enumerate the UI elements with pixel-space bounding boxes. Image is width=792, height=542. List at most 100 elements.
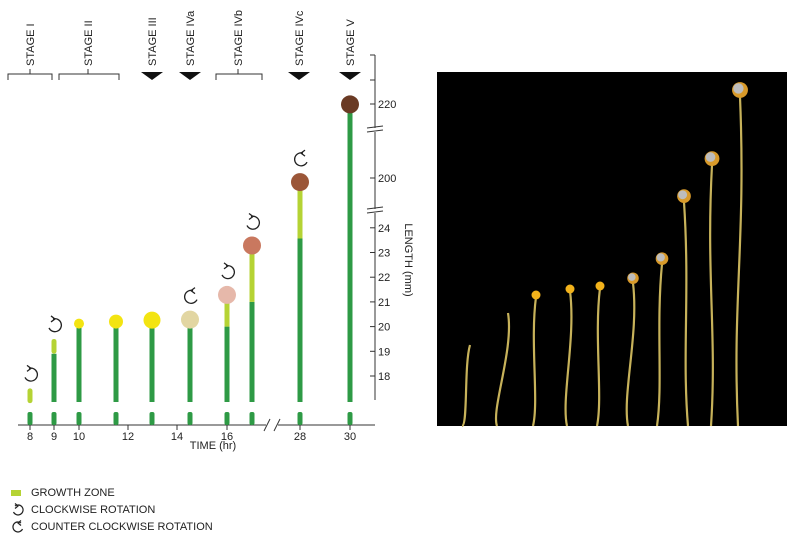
x-tick-label: 12 (122, 431, 134, 443)
x-tick-label: 16 (221, 431, 233, 443)
stalk-base (27, 412, 33, 425)
y-tick-label: 24 (378, 223, 390, 235)
y-tick-label: 22 (378, 272, 390, 284)
y-tick-label: 200 (378, 173, 396, 185)
clockwise-rotation-icon (24, 364, 38, 382)
legend: GROWTH ZONE CLOCKWISE ROTATION COUNTER C… (10, 484, 213, 535)
legend-growth-zone-label: GROWTH ZONE (31, 486, 115, 499)
stalk (347, 111, 353, 403)
growth-zone (27, 388, 33, 404)
growth-zone-swatch-icon (11, 489, 21, 496)
x-axis-break-gap (266, 420, 278, 430)
sporangiophore (27, 388, 33, 425)
stalk-base (149, 412, 155, 425)
y-axis-label: LENGTH (mm) (402, 223, 414, 296)
sporangiophore (109, 314, 123, 425)
y-axis-break-mark (366, 206, 384, 210)
legend-counter-clockwise: COUNTER CLOCKWISE ROTATION (10, 518, 213, 535)
stalk-base (347, 412, 353, 425)
y-axis-break-gap (369, 128, 381, 132)
stalk (224, 326, 230, 402)
stalk (249, 301, 255, 402)
stalk (51, 353, 57, 402)
photo-sporangium-highlight (678, 190, 688, 200)
stalk-base (187, 412, 193, 425)
y-tick-label: 19 (378, 346, 390, 358)
stalk-base (51, 412, 57, 425)
counter-clockwise-rotation-icon (294, 149, 308, 167)
stalk-base (76, 412, 82, 425)
x-tick-label: 10 (73, 431, 85, 443)
stage-bracket (58, 73, 120, 80)
y-axis-break-mark (366, 129, 384, 133)
y-tick-label: 18 (378, 371, 390, 383)
x-tick-label: 9 (51, 431, 57, 443)
y-tick-label: 21 (378, 297, 390, 309)
stalk (297, 238, 303, 402)
stalk (76, 326, 82, 402)
sporangiophore (341, 95, 359, 425)
clockwise-rotation-icon (246, 212, 260, 230)
stage-label: STAGE I (25, 23, 37, 66)
stage-bracket (7, 73, 53, 80)
rotation-arrowhead (26, 364, 33, 372)
x-axis-break-mark (273, 418, 281, 432)
stage-arrow-icon (339, 72, 361, 80)
stage-arrow-icon (288, 72, 310, 80)
stage-arrow-icon (179, 72, 201, 80)
growth-zone (51, 338, 57, 354)
photo-stalk (655, 263, 664, 427)
sporangiophore (143, 311, 161, 425)
y-tick-label: 23 (378, 248, 390, 260)
legend-clockwise: CLOCKWISE ROTATION (10, 501, 213, 518)
sporangium (243, 236, 261, 255)
rotation-arc (294, 152, 308, 167)
y-tick-label: 20 (378, 322, 390, 334)
growth-zone (297, 189, 303, 239)
rotation-arc (48, 318, 62, 333)
rotation-arrowhead (248, 212, 255, 221)
photo-sporangium (595, 281, 605, 291)
x-tick-label: 30 (344, 431, 356, 443)
stalk-base (224, 412, 230, 425)
x-axis-break-mark (263, 418, 271, 432)
photo-stalk (564, 290, 573, 427)
photo-stalk (625, 282, 636, 427)
sporangium (109, 314, 123, 329)
sporangiophore (243, 236, 261, 425)
photo-stalk (494, 312, 511, 427)
stage-label: STAGE IVb (233, 10, 245, 66)
rotation-arc (221, 264, 235, 280)
clockwise-rotation-icon (12, 502, 24, 516)
stage-bracket (215, 73, 263, 80)
stage-label: STAGE II (83, 20, 95, 66)
rotation-arc (246, 215, 260, 230)
counter-clockwise-rotation-icon (12, 519, 24, 533)
photo-panel (437, 72, 787, 428)
stalk (113, 326, 119, 402)
sporangium (74, 318, 84, 329)
photo-sporangium (531, 290, 541, 300)
sporangium (218, 285, 236, 304)
photo-sporangium-highlight (628, 273, 636, 281)
stage-label: STAGE V (345, 18, 357, 66)
sporangiophore (74, 318, 84, 425)
growth-zone (249, 252, 255, 302)
sporangiophore (181, 310, 199, 425)
growth-zone (224, 301, 230, 327)
photo-stalk (531, 296, 538, 427)
photo-stalk (682, 201, 690, 427)
photo-sporangium (565, 284, 575, 294)
rotation-arc (24, 367, 38, 382)
clockwise-rotation-icon (48, 315, 62, 333)
x-tick-label: 8 (27, 431, 33, 443)
photo-stalk (595, 287, 602, 427)
y-axis-break-mark (366, 125, 384, 129)
sporangiophore (218, 285, 236, 425)
photo-background (437, 72, 787, 426)
sporangiophore-bars (24, 95, 359, 425)
x-tick-label: 14 (171, 431, 183, 443)
x-axis: 8 9 10 12 14 16 28 30 (18, 418, 375, 443)
rotation-arrowhead (189, 287, 196, 295)
